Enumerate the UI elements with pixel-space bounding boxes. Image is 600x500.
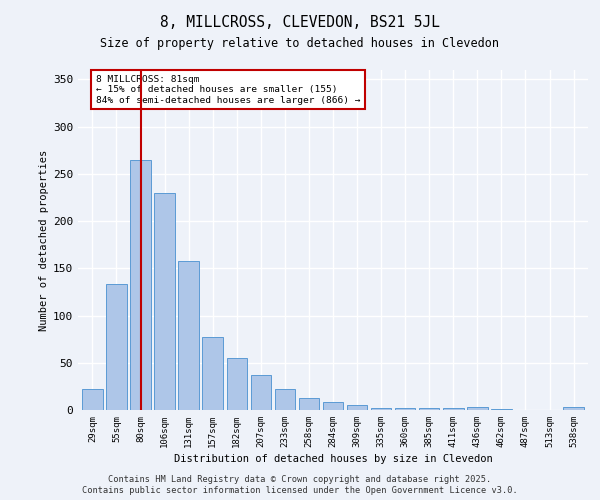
Bar: [130, 160, 151, 410]
Bar: [491, 409, 512, 410]
Bar: [154, 193, 175, 410]
Bar: [467, 407, 488, 410]
Bar: [106, 284, 127, 410]
Bar: [563, 407, 584, 410]
Bar: [419, 408, 439, 410]
Text: Size of property relative to detached houses in Clevedon: Size of property relative to detached ho…: [101, 38, 499, 51]
X-axis label: Distribution of detached houses by size in Clevedon: Distribution of detached houses by size …: [173, 454, 493, 464]
Bar: [323, 402, 343, 410]
Text: 8 MILLCROSS: 81sqm
← 15% of detached houses are smaller (155)
84% of semi-detach: 8 MILLCROSS: 81sqm ← 15% of detached hou…: [96, 74, 361, 104]
Bar: [395, 408, 415, 410]
Text: 8, MILLCROSS, CLEVEDON, BS21 5JL: 8, MILLCROSS, CLEVEDON, BS21 5JL: [160, 15, 440, 30]
Bar: [227, 358, 247, 410]
Text: Contains HM Land Registry data © Crown copyright and database right 2025.: Contains HM Land Registry data © Crown c…: [109, 475, 491, 484]
Bar: [202, 338, 223, 410]
Bar: [347, 406, 367, 410]
Text: Contains public sector information licensed under the Open Government Licence v3: Contains public sector information licen…: [82, 486, 518, 495]
Bar: [299, 398, 319, 410]
Bar: [275, 389, 295, 410]
Bar: [178, 261, 199, 410]
Bar: [82, 389, 103, 410]
Bar: [371, 408, 391, 410]
Y-axis label: Number of detached properties: Number of detached properties: [39, 150, 49, 330]
Bar: [443, 408, 464, 410]
Bar: [251, 375, 271, 410]
